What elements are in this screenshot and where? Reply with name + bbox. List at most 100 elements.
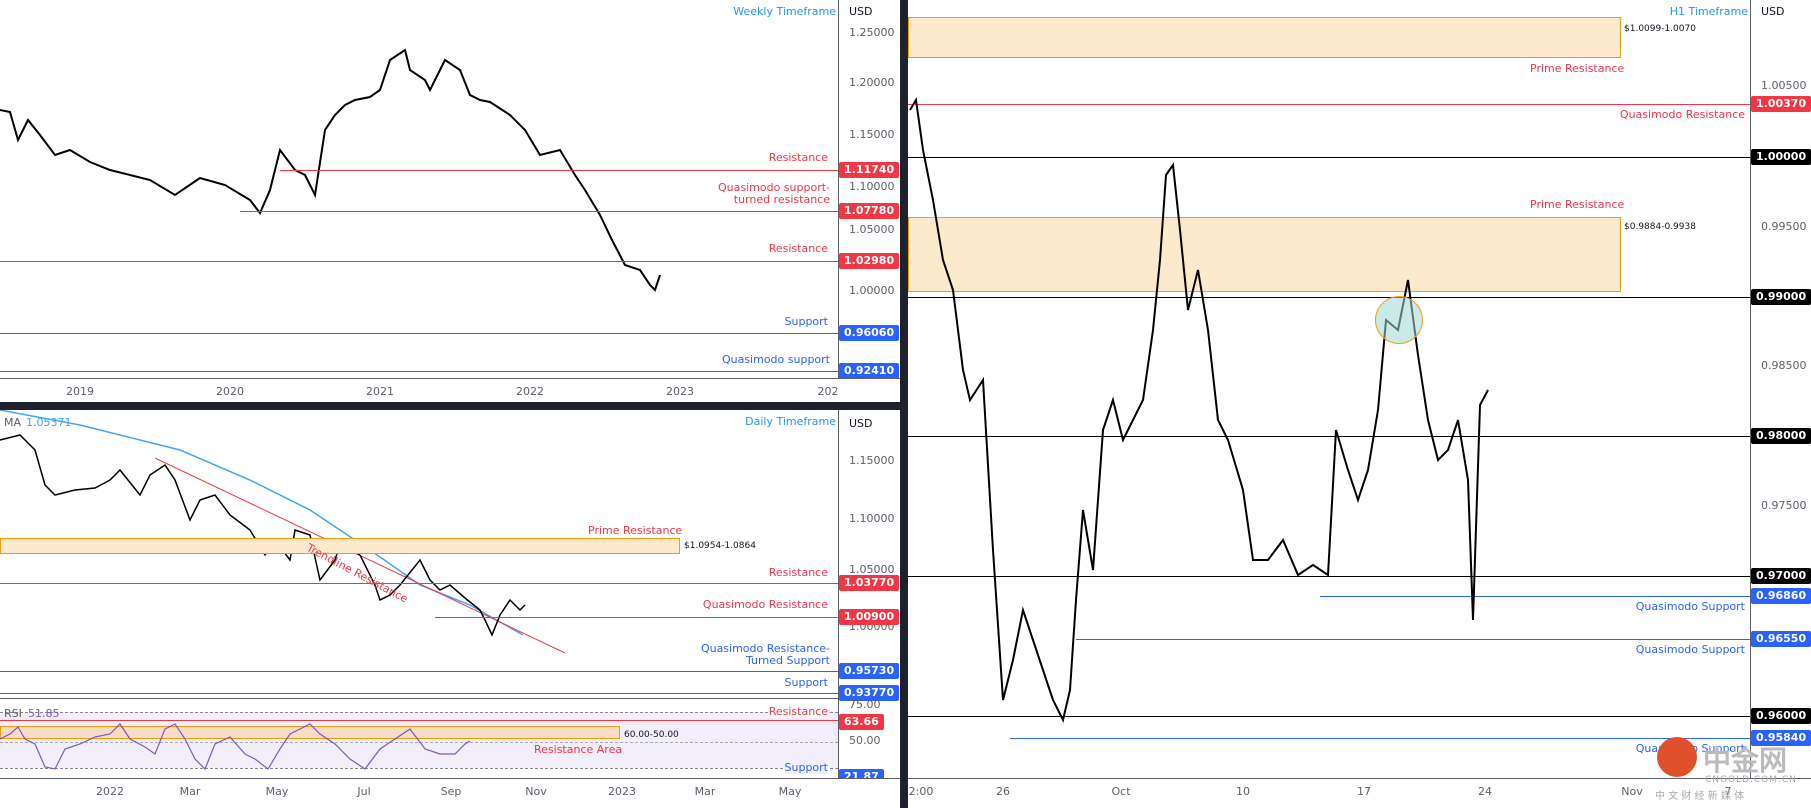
weekly-level-label-5: Quasimodo support xyxy=(721,353,830,366)
daily-prime-resistance-zone[interactable] xyxy=(0,538,680,554)
h1-price-axis[interactable]: USD 1.00500 1.00370 1.00000 0.99500 0.99… xyxy=(1750,0,1811,778)
rsi-resistance-area-zone[interactable] xyxy=(0,726,620,739)
h1-price-badge: 0.99000 xyxy=(1751,289,1811,305)
rsi-y-tick: 50.00 xyxy=(849,734,881,747)
weekly-chart-panel[interactable]: Weekly Timeframe Resistance Quasimodo su… xyxy=(0,0,838,378)
daily-currency: USD xyxy=(849,417,873,430)
weekly-qm-resistance-line xyxy=(240,211,838,212)
weekly-price-badge: 1.02980 xyxy=(839,253,900,269)
h1-round-line xyxy=(908,157,1750,158)
weekly-price-badge: 1.07780 xyxy=(839,203,900,219)
vertical-pane-divider[interactable] xyxy=(900,0,908,808)
h1-qm-support-line xyxy=(1010,738,1750,739)
weekly-x-tick: 2023 xyxy=(666,385,694,398)
rsi-resistance-area-label: Resistance Area xyxy=(534,743,623,756)
daily-x-tick: Nov xyxy=(525,785,547,798)
h1-round-line xyxy=(908,436,1750,437)
daily-x-tick: May xyxy=(778,785,802,798)
rsi-line xyxy=(0,723,471,771)
daily-qm-resistance-line xyxy=(435,617,838,618)
weekly-y-tick: 1.20000 xyxy=(849,76,895,89)
h1-price-badge: 1.00000 xyxy=(1751,149,1811,165)
h1-prime-resistance-zone-2[interactable] xyxy=(908,217,1621,292)
h1-title: H1 Timeframe xyxy=(1669,5,1748,18)
h1-prime-resistance-zone-1[interactable] xyxy=(908,17,1621,58)
weekly-y-tick: 1.05000 xyxy=(849,223,895,236)
h1-round-line xyxy=(908,297,1750,298)
daily-x-tick: Sep xyxy=(440,785,462,798)
weekly-y-tick: 1.15000 xyxy=(849,128,895,141)
h1-price-badge: 0.95840 xyxy=(1751,730,1811,746)
weekly-qm-support-line xyxy=(0,371,838,372)
daily-price-badge: 1.03770 xyxy=(839,575,900,591)
weekly-title: Weekly Timeframe xyxy=(733,5,836,18)
weekly-x-tick: 202 xyxy=(817,385,839,398)
h1-x-tick: 2:00 xyxy=(908,785,934,798)
rsi-panel[interactable]: 60.00-50.00 RSI 51.85 Resistance Resista… xyxy=(0,698,838,779)
weekly-x-tick: 2019 xyxy=(66,385,94,398)
daily-price-badge: 1.00900 xyxy=(839,609,900,625)
h1-time-axis[interactable]: 2:00 26 Oct 10 17 24 Nov 7 xyxy=(908,778,1811,809)
daily-price-candles xyxy=(0,410,566,654)
weekly-level-label-4: Support xyxy=(784,315,828,328)
daily-x-tick: Mar xyxy=(179,785,201,798)
ma-line xyxy=(0,410,524,636)
h1-zone-label-2: Prime Resistance xyxy=(1530,198,1625,211)
watermark-domain: CNGOLD.COM.CN xyxy=(1705,775,1797,785)
watermark-brand: 中金网 xyxy=(1703,744,1788,777)
daily-prime-resistance-label: Prime Resistance xyxy=(588,524,683,537)
h1-x-tick: 7 xyxy=(1724,785,1732,798)
h1-y-tick: 0.98500 xyxy=(1761,359,1807,372)
daily-time-axis[interactable]: 2022 Mar May Jul Sep Nov 2023 Mar May xyxy=(0,778,900,809)
h1-x-tick: 17 xyxy=(1357,785,1371,798)
rsi-y-tick: 75.00 xyxy=(849,698,881,711)
daily-chart-panel[interactable]: $1.0954-1.0864 Prime Resistance Trendlin… xyxy=(0,410,838,697)
weekly-price-axis[interactable]: USD 1.25000 1.20000 1.15000 1.10000 1.05… xyxy=(838,0,901,379)
h1-x-tick: 24 xyxy=(1478,785,1492,798)
weekly-x-tick: 2021 xyxy=(366,385,394,398)
h1-level-label: Quasimodo Resistance xyxy=(1619,108,1745,121)
daily-level-label: Quasimodo Resistance xyxy=(702,598,828,611)
rsi-mid-dashed xyxy=(0,742,838,743)
rsi-label: RSI xyxy=(4,707,22,720)
rsi-resistance-label: Resistance xyxy=(768,705,828,718)
daily-price-badge: 0.95730 xyxy=(839,663,900,679)
daily-price-axis[interactable]: USD 1.15000 1.10000 1.05000 1.00000 1.03… xyxy=(838,410,901,785)
daily-x-tick: Jul xyxy=(357,785,371,798)
weekly-resistance-line-2 xyxy=(0,261,838,262)
rsi-upper-dashed xyxy=(0,712,838,713)
rsi-lower-dashed xyxy=(0,768,838,769)
weekly-time-axis[interactable]: 2019 2020 2021 2022 2023 202 xyxy=(0,378,900,403)
h1-currency: USD xyxy=(1761,5,1785,18)
h1-zone-range-1: $1.0099-1.0070 xyxy=(1624,24,1696,34)
weekly-level-label-1: Resistance xyxy=(768,151,828,164)
h1-price-badge: 0.96000 xyxy=(1751,708,1811,724)
h1-y-tick: 0.99500 xyxy=(1761,220,1807,233)
weekly-x-tick: 2022 xyxy=(516,385,544,398)
daily-level-label: Turned Support xyxy=(745,654,830,667)
weekly-level-label-2b: turned resistance xyxy=(733,193,830,206)
h1-price-badge: 0.96550 xyxy=(1751,631,1811,647)
ma-label: MA xyxy=(4,416,22,429)
weekly-level-label-3: Resistance xyxy=(768,242,828,255)
daily-y-tick: 1.15000 xyxy=(849,454,895,467)
h1-zone-range-2: $0.9884-0.9938 xyxy=(1624,222,1696,232)
h1-y-tick: 0.97500 xyxy=(1761,499,1807,512)
daily-resistance-line xyxy=(0,583,838,584)
rsi-value: 51.85 xyxy=(28,707,60,720)
daily-y-tick: 1.05000 xyxy=(849,563,895,576)
h1-round-line xyxy=(908,716,1750,717)
h1-chart-panel[interactable]: $1.0099-1.0070 $0.9884-0.9938 Prime Resi… xyxy=(908,0,1750,778)
h1-y-tick: 1.00500 xyxy=(1761,79,1807,92)
daily-level-label: Resistance xyxy=(768,566,828,579)
h1-qm-support-line xyxy=(1076,639,1750,640)
weekly-price-badge: 1.11740 xyxy=(839,162,900,178)
weekly-price-candles xyxy=(0,48,661,292)
weekly-y-tick: 1.25000 xyxy=(849,26,895,39)
rsi-resistance-line xyxy=(0,720,838,721)
h1-x-tick: Nov xyxy=(1621,785,1643,798)
daily-level-label: Support xyxy=(784,676,828,689)
daily-level-label: Quasimodo Resistance- xyxy=(700,642,830,655)
daily-x-tick: May xyxy=(265,785,289,798)
horizontal-pane-divider[interactable] xyxy=(0,402,906,410)
